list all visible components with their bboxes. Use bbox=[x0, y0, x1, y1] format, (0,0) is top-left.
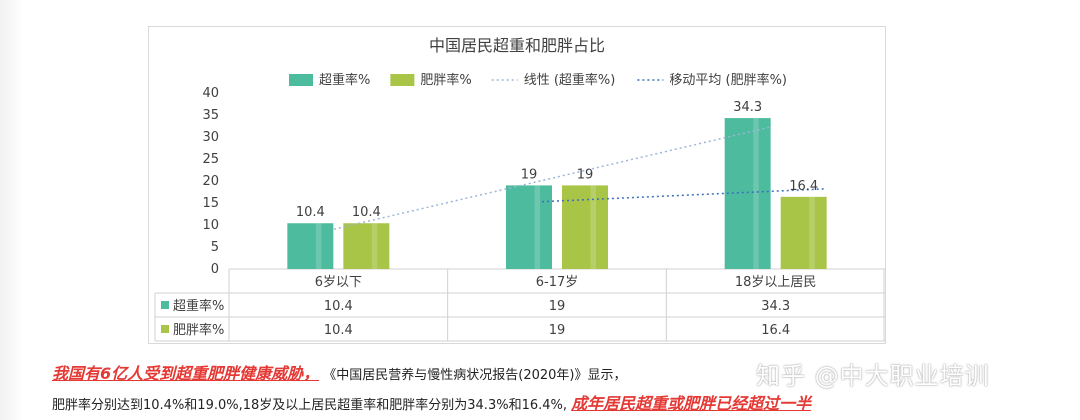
chart-title: 中国居民超重和肥胖占比 bbox=[429, 36, 605, 55]
caption-line-2: 肥胖率分别达到10.4%和19.0%,18岁及以上居民超重率和肥胖率分别为34.… bbox=[52, 390, 1072, 420]
data-label-1-0: 10.4 bbox=[352, 205, 381, 220]
table-key-1 bbox=[161, 325, 169, 333]
chart-card: 中国居民超重和肥胖占比 超重率% 肥胖率% 线性 (超重率%) 移动平均 (肥胖率%)… bbox=[148, 26, 886, 344]
caption-line2-text: 肥胖率分别达到10.4%和19.0%,18岁及以上居民超重率和肥胖率分别为34.… bbox=[52, 398, 567, 413]
table-cell-0-0: 10.4 bbox=[324, 299, 353, 314]
bar-highlight-1-0 bbox=[371, 223, 378, 269]
bar-chart: 中国居民超重和肥胖占比 超重率% 肥胖率% 线性 (超重率%) 移动平均 (肥胖率%)… bbox=[154, 36, 885, 342]
trendlines bbox=[333, 126, 824, 230]
bar-highlight-1-1 bbox=[590, 185, 597, 269]
y-tick-label-8: 40 bbox=[202, 86, 219, 101]
bar-0-0 bbox=[287, 223, 334, 269]
y-tick-label-1: 5 bbox=[211, 240, 219, 255]
table-cell-0-1: 19 bbox=[549, 299, 566, 314]
bar-highlight-0-0 bbox=[315, 223, 322, 269]
legend-swatch-1 bbox=[390, 74, 415, 86]
data-label-0-1: 19 bbox=[521, 167, 538, 182]
bar-0-2 bbox=[724, 118, 771, 269]
left-shadow bbox=[0, 0, 24, 420]
caption: 我国有6亿人受到超重肥胖健康威胁， 《中国居民营养与慢性病状况报告(2020年)… bbox=[52, 360, 1072, 420]
y-tick-label-3: 15 bbox=[202, 196, 219, 211]
trendline-moving-average bbox=[541, 188, 824, 203]
caption-line-1: 我国有6亿人受到超重肥胖健康威胁， 《中国居民营养与慢性病状况报告(2020年)… bbox=[52, 360, 1072, 390]
bar-1-2 bbox=[780, 196, 827, 269]
y-tick-label-5: 25 bbox=[202, 152, 219, 167]
legend-label-0: 超重率% bbox=[319, 72, 370, 88]
legend-trend-label-0: 线性 (超重率%) bbox=[524, 72, 616, 88]
table-cell-1-2: 16.4 bbox=[761, 323, 790, 338]
y-tick-label-0: 0 bbox=[211, 262, 219, 277]
table-cell-1-0: 10.4 bbox=[324, 323, 353, 338]
data-label-1-2: 16.4 bbox=[789, 179, 818, 194]
legend-label-1: 肥胖率% bbox=[420, 72, 471, 88]
data-label-1-1: 19 bbox=[577, 167, 594, 182]
legend-swatch-0 bbox=[289, 74, 313, 86]
watermark: 知乎 @中大职业培训 bbox=[756, 362, 990, 390]
x-tick-label-2: 18岁以上居民 bbox=[735, 275, 817, 290]
table-cell-1-1: 19 bbox=[549, 323, 566, 338]
data-labels: 10.4 10.4 19 19 34.3 16.4 bbox=[296, 100, 818, 220]
caption-lead-red: 我国有6亿人受到超重肥胖健康威胁， bbox=[52, 364, 320, 383]
x-tick-label-1: 6-17岁 bbox=[536, 275, 579, 290]
y-axis: 0 5 10 15 20 25 30 35 40 bbox=[202, 86, 885, 277]
legend-trend-label-1: 移动平均 (肥胖率%) bbox=[669, 72, 787, 88]
bar-highlight-0-1 bbox=[534, 185, 541, 269]
y-tick-label-6: 30 bbox=[202, 130, 219, 145]
y-tick-label-4: 20 bbox=[202, 174, 219, 189]
bars bbox=[287, 118, 827, 269]
caption-line2-red: 成年居民超重或肥胖已经超过一半 bbox=[571, 394, 812, 413]
data-label-0-0: 10.4 bbox=[296, 205, 325, 220]
table-series-name-0: 超重率% bbox=[173, 298, 224, 314]
x-tick-label-0: 6岁以下 bbox=[315, 275, 362, 290]
legend: 超重率% 肥胖率% 线性 (超重率%) 移动平均 (肥胖率%) bbox=[289, 72, 787, 88]
trendline-linear bbox=[333, 126, 771, 230]
bar-highlight-1-2 bbox=[809, 196, 815, 269]
bar-highlight-0-2 bbox=[753, 118, 759, 269]
table-cell-0-2: 34.3 bbox=[761, 299, 790, 314]
bar-0-1 bbox=[506, 185, 552, 269]
bar-1-1 bbox=[562, 185, 608, 269]
caption-line1-text: 《中国居民营养与慢性病状况报告(2020年)》显示， bbox=[323, 368, 627, 383]
table-series-name-1: 肥胖率% bbox=[173, 322, 224, 338]
y-tick-label-2: 10 bbox=[202, 218, 219, 233]
y-tick-label-7: 35 bbox=[202, 108, 219, 123]
bar-1-0 bbox=[343, 223, 390, 269]
data-label-0-2: 34.3 bbox=[733, 100, 762, 115]
table-key-0 bbox=[161, 301, 169, 309]
